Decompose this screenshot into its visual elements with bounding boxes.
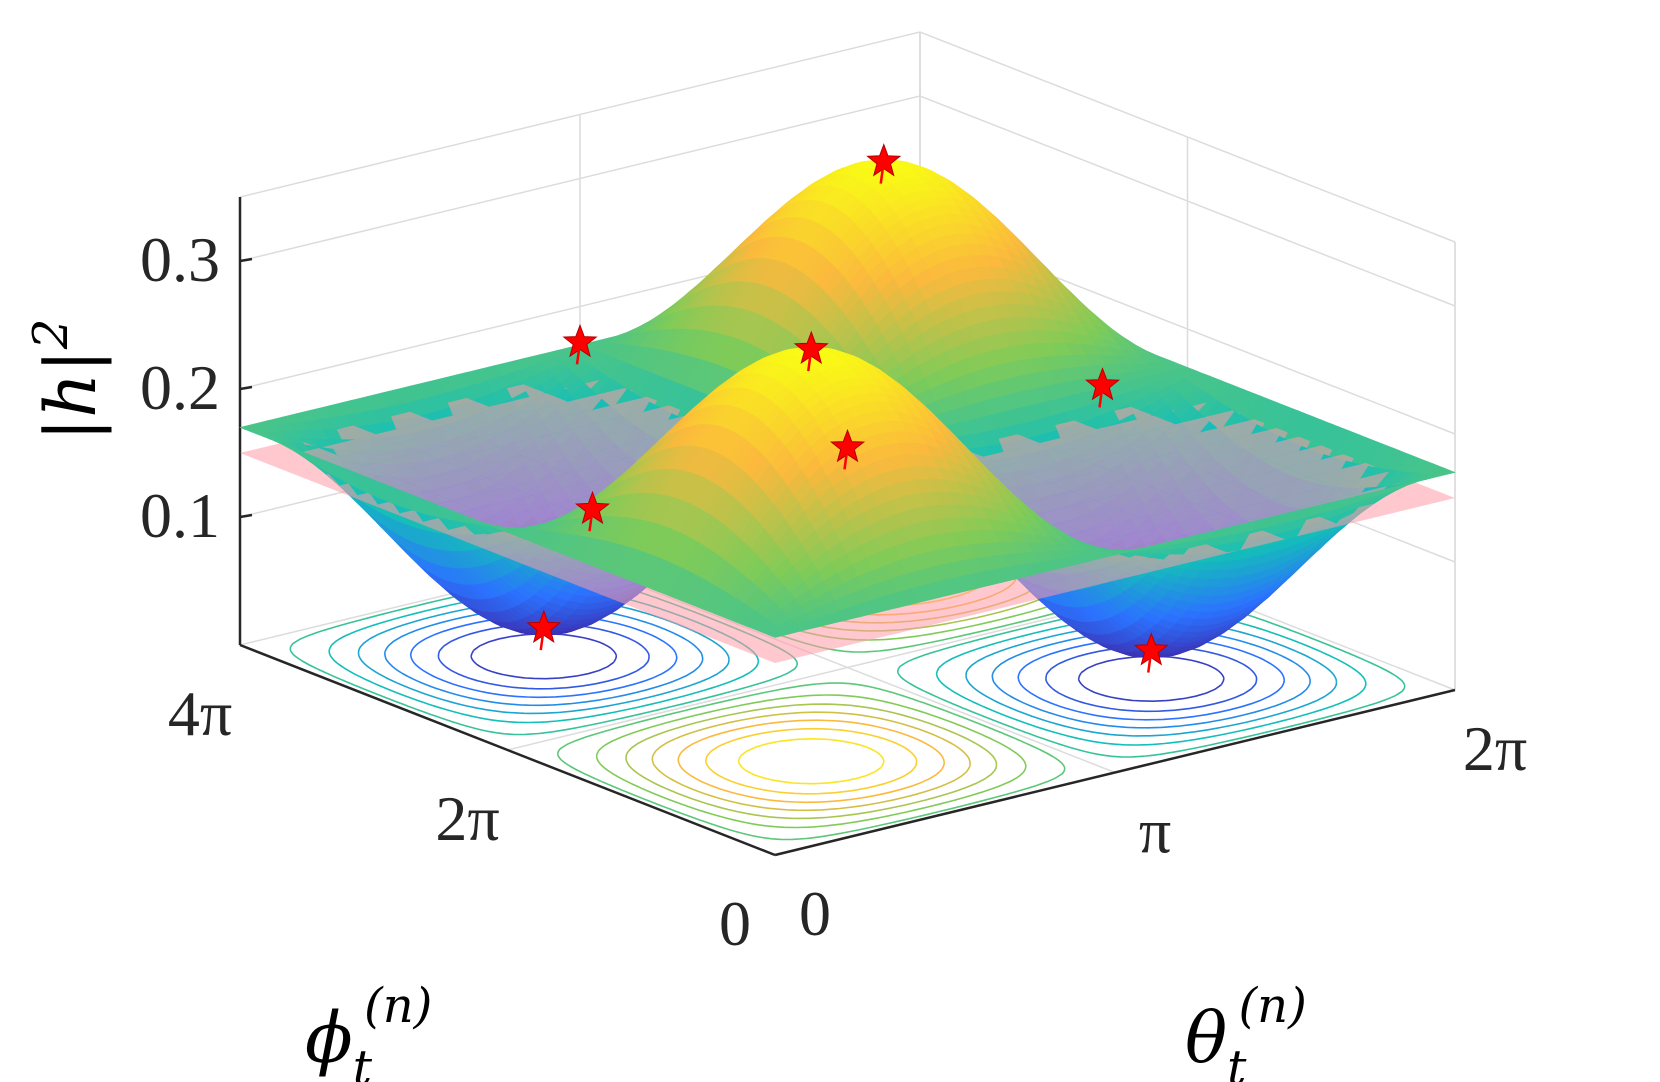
x-axis-line [774, 688, 1456, 857]
x-axis-label: θt(n) [1185, 978, 1307, 1082]
z-tick-label: 0.1 [140, 480, 220, 551]
y-tick-label: 0 [719, 888, 751, 959]
z-tick-mark [239, 257, 253, 263]
x-tick-label: π [1139, 796, 1171, 867]
threshold-plane-patch [489, 393, 568, 416]
x-tick-label: 2π [1463, 713, 1527, 784]
z-axis-label: |h|2 [23, 319, 112, 442]
z-tick-label: 0.3 [140, 224, 220, 295]
y-tick-label: 4π [168, 678, 232, 749]
svg-text:|h|2: |h|2 [23, 319, 112, 442]
y-axis-line [239, 643, 776, 857]
y-axis-label: ϕt(n) [305, 978, 432, 1082]
x-tick-label: 0 [799, 878, 831, 949]
z-tick-label: 0.2 [140, 352, 220, 423]
contour-line [470, 633, 1225, 702]
z-tick-mark [239, 385, 253, 391]
y-tick-label: 2π [435, 783, 499, 854]
z-tick-mark [239, 513, 253, 519]
contour-line [384, 606, 1311, 729]
